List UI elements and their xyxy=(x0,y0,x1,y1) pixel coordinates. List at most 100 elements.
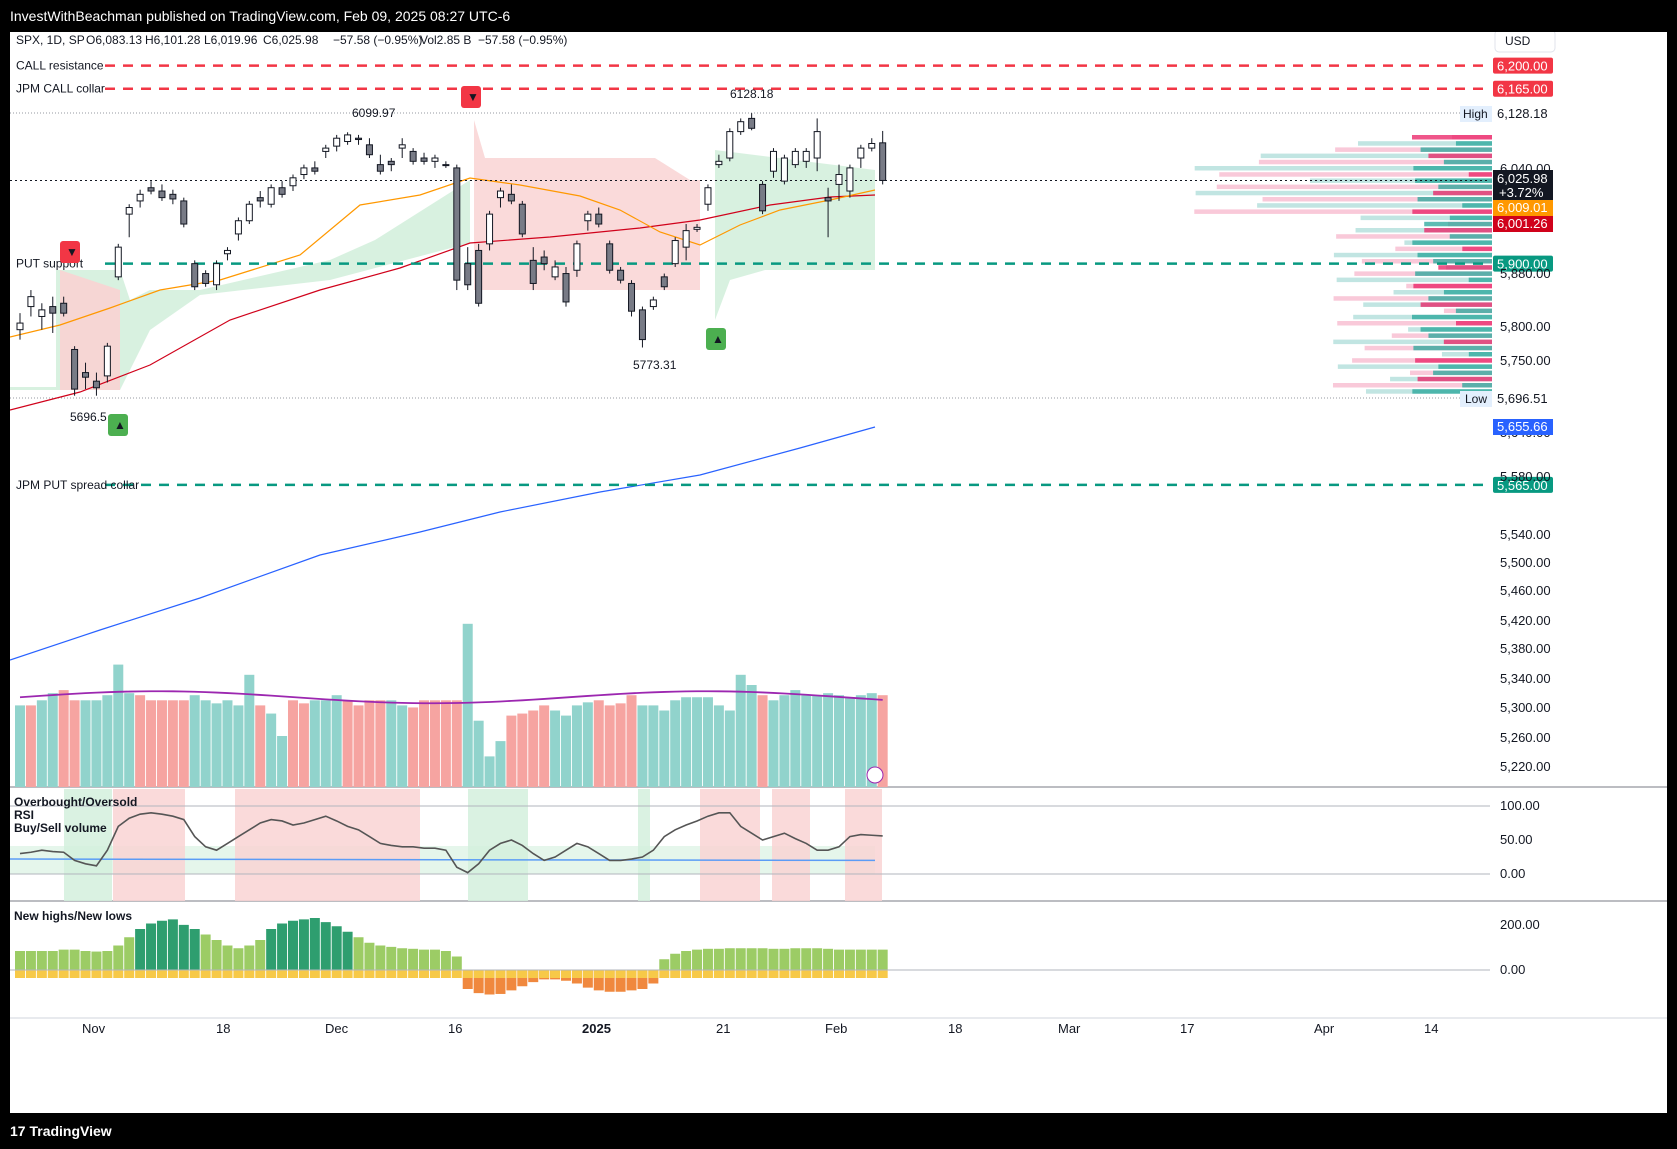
candle-body xyxy=(693,226,701,230)
candle-body xyxy=(136,193,144,202)
candle-body xyxy=(649,299,657,308)
chart-svg[interactable]: CALL resistance 6,200.00 JPM CALL collar 6,… xyxy=(9,29,1667,1113)
nh-nl-bar xyxy=(288,920,298,970)
volume-bar xyxy=(495,741,506,787)
volume-bar xyxy=(135,695,146,787)
annotation-high: 6128.18 xyxy=(730,87,774,101)
candle-body xyxy=(398,144,406,149)
volume-bar xyxy=(255,705,266,787)
volume-profile-bar xyxy=(1333,296,1492,301)
ema-value: 6,009.01 xyxy=(1497,200,1548,215)
chart-frame[interactable]: CALL resistance 6,200.00 JPM CALL collar 6,… xyxy=(9,29,1667,1113)
tradingview-logo[interactable]: 17 TradingView xyxy=(10,1113,112,1149)
volume-bar xyxy=(277,736,288,787)
volume-profile-bar xyxy=(1428,153,1492,159)
nh-nl-base xyxy=(702,970,713,978)
volume-profile-bar xyxy=(1420,302,1492,307)
volume-profile-bar xyxy=(1468,352,1492,357)
volume-bar xyxy=(211,703,222,787)
volume-bar xyxy=(113,664,124,787)
volume-profile-bar xyxy=(1258,159,1492,165)
nh-nl-bar xyxy=(211,940,222,970)
last-price-value: 6,025.98 xyxy=(1497,171,1548,186)
symbol-bar-field: SPX, 1D, SP xyxy=(16,33,85,47)
candle-body xyxy=(562,273,570,303)
volume-bar xyxy=(779,695,790,787)
volume-profile-bar xyxy=(1462,246,1492,252)
time-axis-label: 16 xyxy=(448,1021,462,1036)
candle-body xyxy=(213,263,221,286)
ema-tag xyxy=(1493,200,1553,216)
nh-nl-bar xyxy=(113,945,124,970)
candle-body xyxy=(551,266,559,278)
candle-body xyxy=(595,213,603,225)
candle-body xyxy=(278,187,286,195)
volume-bar xyxy=(659,710,670,787)
nh-nl-bar xyxy=(69,949,80,970)
uptrend-zone xyxy=(715,150,875,320)
nh-nl-bar xyxy=(713,948,724,970)
nh-nl-base xyxy=(812,970,823,978)
sell-signal-marker xyxy=(60,241,80,263)
volume-bar xyxy=(604,705,615,787)
candle-body xyxy=(202,273,210,284)
nh-nl-bar xyxy=(309,918,320,970)
candle-body xyxy=(125,207,133,215)
candle-body xyxy=(518,203,526,235)
nh-nl-base xyxy=(692,970,703,978)
tradingview-logo-mark: 17 xyxy=(10,1123,26,1139)
price-axis-label: 5,580.00 xyxy=(1500,469,1551,484)
nh-nl-base xyxy=(823,970,834,978)
candle-body xyxy=(333,137,341,147)
nh-nl-base xyxy=(124,970,135,978)
candle-body xyxy=(38,309,46,317)
low-value: 5,696.51 xyxy=(1497,391,1548,406)
volume-profile-bar xyxy=(1433,190,1492,196)
ma-blue-line xyxy=(9,426,876,661)
nh-nl-bar xyxy=(768,948,779,970)
volume-profile-bar xyxy=(1358,141,1492,146)
candle-body xyxy=(584,213,592,222)
nh-axis-label: 200.00 xyxy=(1500,917,1540,932)
candle-body xyxy=(835,174,843,185)
nh-nl-base xyxy=(146,970,157,978)
nh-nl-bar xyxy=(702,948,713,970)
volume-bar xyxy=(440,700,451,787)
volume-profile-bar xyxy=(1260,153,1492,159)
volume-profile-bar xyxy=(1424,228,1492,233)
volume-bar xyxy=(167,700,178,787)
candle-body xyxy=(169,193,177,200)
volume-bar xyxy=(571,705,582,787)
nh-nl-bar xyxy=(25,951,36,970)
last-price-change: +3.72% xyxy=(1499,185,1544,200)
nh-nl-bar xyxy=(102,951,113,970)
nh-nl-base xyxy=(244,970,255,978)
volume-bar xyxy=(80,700,91,787)
volume-bar xyxy=(386,700,397,787)
nh-nl-bar xyxy=(178,924,189,970)
nh-nl-bar xyxy=(331,926,342,970)
nh-nl-bar xyxy=(255,940,266,970)
price-axis-label: 5,800.00 xyxy=(1500,319,1551,334)
time-axis-label: 2025 xyxy=(582,1021,611,1036)
volume-bar xyxy=(637,705,648,787)
low-tag-label: Low xyxy=(1465,392,1487,406)
time-axis-label: 21 xyxy=(716,1021,730,1036)
nh-nl-bar xyxy=(440,951,451,970)
candle-body xyxy=(16,322,24,331)
high-value: 6,128.18 xyxy=(1497,106,1548,121)
price-axis-label: 5,340.00 xyxy=(1500,671,1551,686)
candle-body xyxy=(507,193,515,202)
volume-bar xyxy=(309,700,320,787)
time-axis-label: Dec xyxy=(325,1021,349,1036)
volume-bar xyxy=(156,700,167,787)
symbol-bar-field: L6,019.96 xyxy=(204,33,258,47)
candle-body xyxy=(300,167,308,176)
candle-body xyxy=(431,157,439,162)
volume-bar xyxy=(844,697,855,787)
volume-bar xyxy=(58,690,69,787)
volume-bar xyxy=(877,695,888,787)
nh-nl-bar xyxy=(757,948,768,970)
volume-bar xyxy=(462,623,473,787)
nh-nl-base xyxy=(844,970,855,978)
